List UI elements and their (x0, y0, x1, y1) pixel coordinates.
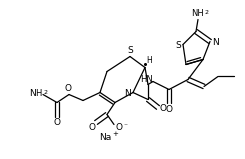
Text: O: O (115, 123, 122, 132)
Text: Na: Na (99, 133, 111, 142)
Text: HN: HN (140, 75, 152, 84)
Text: +: + (112, 131, 118, 138)
Text: N: N (124, 89, 130, 98)
Text: N: N (212, 38, 218, 47)
Text: S: S (127, 46, 133, 55)
Text: N: N (29, 89, 35, 98)
Text: NH: NH (191, 9, 203, 18)
Text: H: H (146, 56, 152, 65)
Text: ⁻: ⁻ (123, 121, 127, 130)
Text: H: H (35, 89, 41, 98)
Text: O: O (53, 118, 61, 127)
Text: 2: 2 (43, 90, 47, 96)
Text: S: S (175, 41, 181, 50)
Text: O: O (64, 84, 72, 93)
Text: O: O (88, 123, 96, 132)
Text: O: O (159, 104, 167, 113)
Text: O: O (166, 105, 172, 114)
Text: 2: 2 (204, 10, 208, 15)
